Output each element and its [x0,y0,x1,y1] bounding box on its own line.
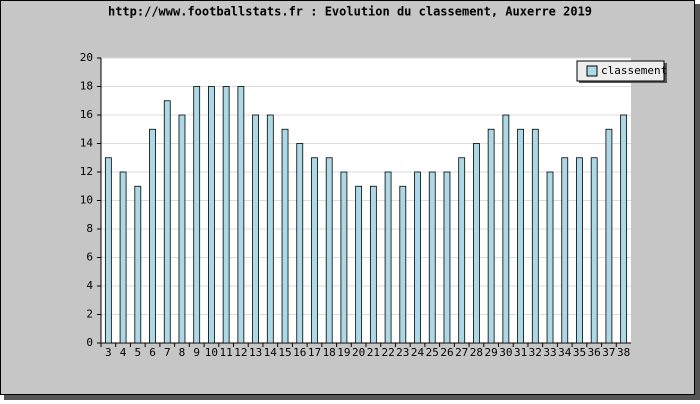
bar [369,185,377,344]
bar [266,114,274,344]
x-tick-label: 35 [573,346,586,359]
bar [458,157,466,344]
bar [252,114,259,344]
y-tick-label: 16 [80,108,93,121]
x-tick-label: 8 [179,346,186,359]
bar [296,143,304,344]
x-tick-label: 14 [264,346,278,359]
bar [414,171,421,344]
y-tick-label: 10 [80,194,93,207]
x-tick-label: 37 [602,346,615,359]
bar [576,157,583,344]
y-tick-label: 14 [80,137,94,150]
bar [473,143,480,344]
x-tick-label: 23 [396,346,409,359]
bar [384,171,392,344]
x-tick-label: 16 [293,346,306,359]
x-tick-label: 13 [249,346,262,359]
bar [237,86,245,344]
bar [178,114,186,344]
bar [340,171,348,344]
x-tick-label: 9 [193,346,200,359]
bar [428,171,436,344]
bar [104,157,112,344]
y-tick-label: 18 [80,80,93,93]
y-tick-label: 2 [86,308,93,321]
bar [502,114,510,344]
bar [517,128,524,344]
bar [355,185,363,344]
bar [605,128,613,344]
x-tick-label: 7 [164,346,171,359]
bar [620,114,628,344]
x-tick-label: 5 [134,346,141,359]
x-tick-label: 24 [411,346,425,359]
x-tick-label: 3 [105,346,112,359]
y-tick-label: 12 [80,165,93,178]
x-tick-label: 33 [543,346,556,359]
x-tick-label: 27 [455,346,468,359]
x-tick-label: 18 [323,346,336,359]
x-tick-label: 4 [120,346,127,359]
bar [149,128,156,344]
bar [443,171,451,344]
bar [546,171,554,344]
y-tick-label: 4 [86,279,93,292]
bar [208,86,215,344]
legend-swatch [586,65,598,77]
x-tick-label: 28 [470,346,483,359]
x-tick-label: 20 [352,346,365,359]
bar [222,86,230,344]
chart-title: http://www.footballstats.fr : Evolution … [108,5,592,19]
y-tick-label: 0 [86,336,93,349]
x-tick-label: 15 [278,346,291,359]
x-tick-label: 6 [149,346,156,359]
x-tick-label: 10 [205,346,218,359]
bar [163,100,171,344]
x-tick-label: 12 [234,346,247,359]
legend-box [576,60,665,82]
x-tick-label: 21 [367,346,380,359]
x-tick-label: 26 [440,346,453,359]
bar [311,157,318,344]
x-tick-label: 32 [529,346,542,359]
x-tick-label: 17 [308,346,321,359]
x-tick-label: 31 [514,346,527,359]
x-tick-label: 30 [499,346,512,359]
y-tick-label: 6 [86,251,93,264]
bar [134,185,142,344]
y-tick-label: 20 [80,51,93,64]
bar [561,157,569,344]
bar [487,128,495,344]
x-tick-label: 22 [381,346,394,359]
bar [590,157,598,344]
x-tick-label: 11 [220,346,233,359]
x-tick-label: 34 [558,346,572,359]
x-tick-label: 38 [617,346,630,359]
legend-label: classement [601,64,667,77]
bar [193,86,201,344]
x-tick-label: 25 [426,346,439,359]
bar [325,157,333,344]
x-tick-label: 29 [485,346,498,359]
bar [119,171,127,344]
bar [281,128,289,344]
y-tick-label: 8 [86,222,93,235]
x-tick-label: 36 [588,346,601,359]
bar [399,185,407,344]
x-tick-label: 19 [337,346,350,359]
bar [531,128,539,344]
